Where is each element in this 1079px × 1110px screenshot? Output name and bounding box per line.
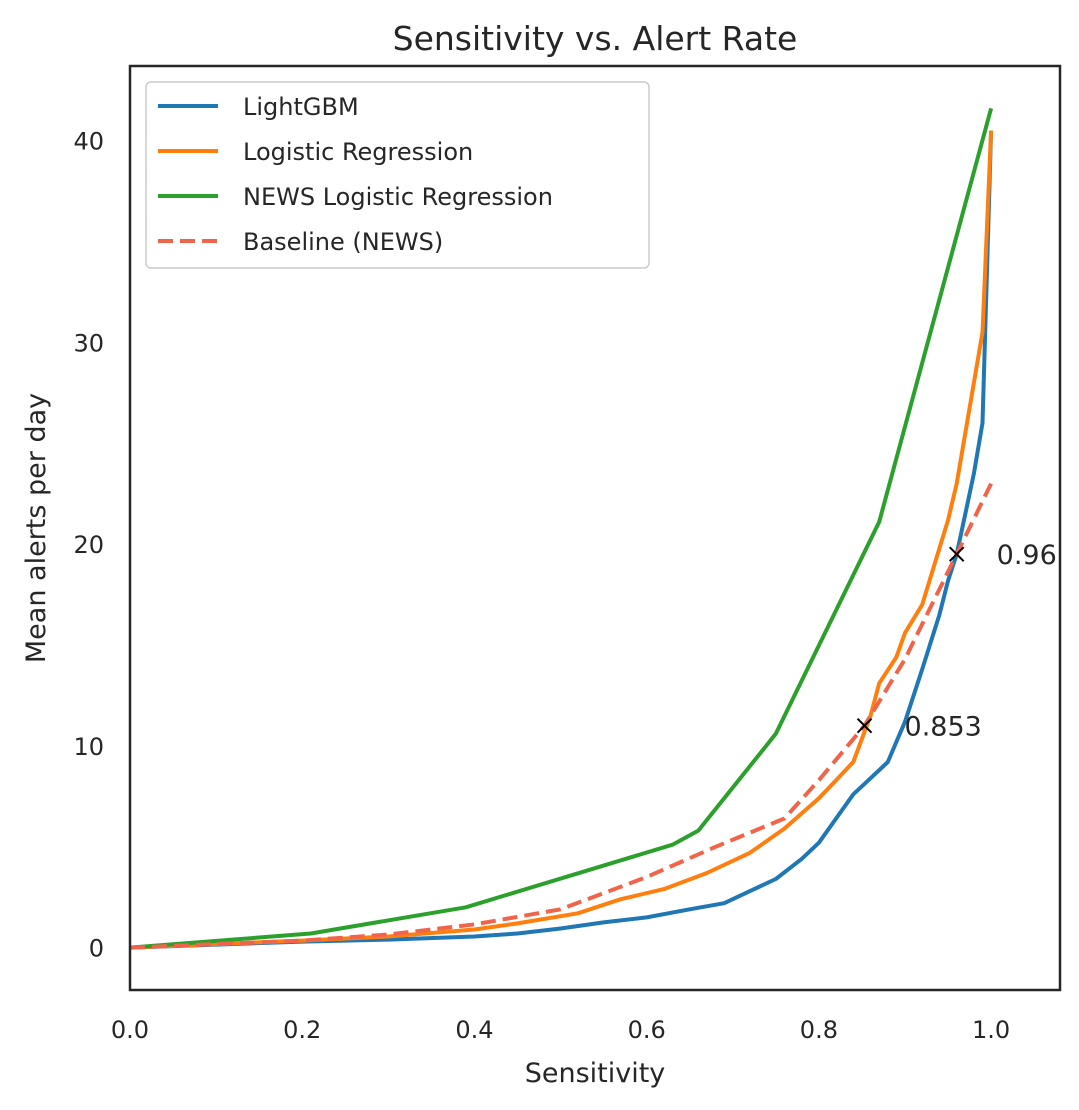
y-tick-label: 40 [73, 128, 104, 156]
x-axis-label: Sensitivity [525, 1058, 666, 1089]
legend: LightGBM Logistic Regression NEWS Logistic… [145, 81, 650, 269]
x-tick-label: 0.6 [628, 1016, 666, 1044]
plot-frame [128, 64, 1062, 992]
series-line-4 [129, 482, 993, 950]
annotation-label-2: 0.96 [997, 540, 1057, 571]
x-tick-label: 1.0 [972, 1016, 1010, 1044]
annotation-marker-1 [856, 718, 873, 734]
annotation-marker-2 [948, 546, 965, 562]
annotation-label-1: 0.853 [905, 712, 982, 743]
legend-box [145, 81, 650, 269]
y-axis-label: Mean alerts per day [21, 393, 52, 663]
y-tick-label: 10 [73, 733, 104, 761]
legend-label-3: NEWS Logistic Regression [243, 183, 553, 211]
tick-layer: 0.0 0.2 0.4 0.6 0.8 1.0 0 10 20 30 40 [73, 128, 1010, 1044]
annotation-layer: 0.853 0.96 [856, 540, 1057, 743]
y-tick-label: 20 [73, 531, 104, 559]
series-layer [129, 107, 994, 950]
x-tick-label: 0.0 [111, 1016, 149, 1044]
series-line-3 [129, 107, 994, 950]
series-line-2 [129, 130, 994, 950]
legend-label-2: Logistic Regression [243, 138, 473, 166]
legend-label-1: LightGBM [243, 93, 359, 121]
x-tick-label: 0.8 [800, 1016, 838, 1044]
x-tick-label: 0.2 [283, 1016, 321, 1044]
legend-label-4: Baseline (NEWS) [243, 228, 443, 256]
y-tick-label: 0 [89, 935, 104, 963]
x-tick-label: 0.4 [455, 1016, 493, 1044]
chart-title: Sensitivity vs. Alert Rate [393, 19, 798, 58]
y-tick-label: 30 [73, 329, 104, 357]
